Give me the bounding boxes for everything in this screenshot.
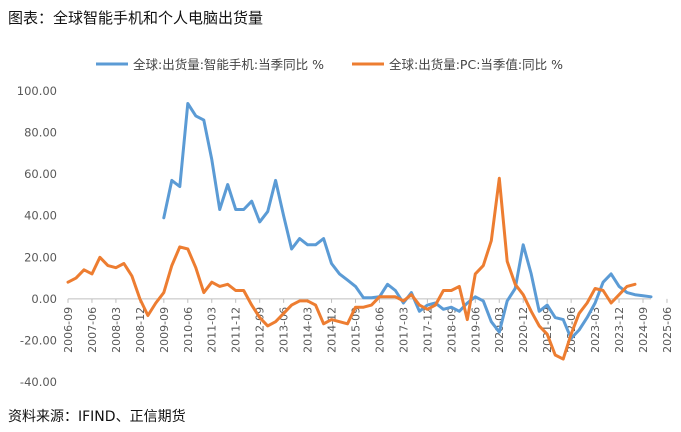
x-tick-label: 2023-12 [613, 307, 626, 353]
y-tick-label: -20.00 [20, 333, 57, 347]
x-tick-label: 2010-06 [182, 307, 195, 353]
legend-label-pc: 全球:出货量:PC:当季值:同比 % [389, 57, 563, 72]
x-tick-label: 2025-06 [661, 307, 674, 353]
y-tick-label: 80.00 [24, 126, 57, 140]
x-tick-label: 2016-06 [373, 307, 386, 353]
x-tick-label: 2008-12 [134, 307, 147, 353]
x-tick-label: 2007-06 [86, 307, 99, 353]
x-tick-label: 2006-09 [62, 307, 75, 353]
series-line-pc [66, 176, 637, 361]
x-tick-label: 2011-12 [230, 307, 243, 353]
source-note: 资料来源：IFIND、正信期货 [8, 409, 186, 425]
x-tick-label: 2017-12 [421, 307, 434, 353]
x-tick-label: 2024-09 [637, 307, 650, 353]
plot-area [66, 102, 653, 361]
y-axis-ticks: 100.00 80.00 60.00 40.00 20.00 0.00 -20.00 -40.… [17, 84, 57, 389]
x-tick-label: 2014-12 [326, 307, 339, 353]
x-tick-label: 2012-09 [254, 307, 267, 353]
x-tick-label: 2018-09 [445, 307, 458, 353]
x-tick-label: 2008-03 [110, 307, 123, 353]
chart-title: 图表：全球智能手机和个人电脑出货量 [8, 9, 264, 27]
y-tick-label: 40.00 [24, 209, 57, 223]
x-tick-label: 2017-03 [397, 307, 410, 353]
y-tick-label: -40.00 [20, 375, 57, 389]
x-tick-label: 2014-03 [302, 307, 315, 353]
series-line-smartphone [162, 102, 653, 340]
x-axis-ticks: 2006-09 2007-06 2008-03 2008-12 2009-09 2010-… [62, 298, 674, 353]
y-tick-label: 20.00 [24, 250, 57, 264]
x-tick-label: 2009-09 [158, 307, 171, 353]
x-tick-label: 2023-03 [589, 307, 602, 353]
y-tick-label: 60.00 [24, 167, 57, 181]
chart-legend: 全球:出货量:智能手机:当季同比 % 全球:出货量:PC:当季值:同比 % [96, 57, 563, 72]
x-tick-label: 2011-03 [206, 307, 219, 353]
x-tick-label: 2020-12 [517, 307, 530, 353]
x-tick-label: 2015-09 [350, 307, 363, 353]
legend-label-smartphone: 全球:出货量:智能手机:当季同比 % [133, 57, 324, 72]
y-tick-label: 100.00 [17, 84, 57, 98]
y-tick-label: 0.00 [31, 292, 57, 306]
x-tick-label: 2019-06 [469, 307, 482, 353]
